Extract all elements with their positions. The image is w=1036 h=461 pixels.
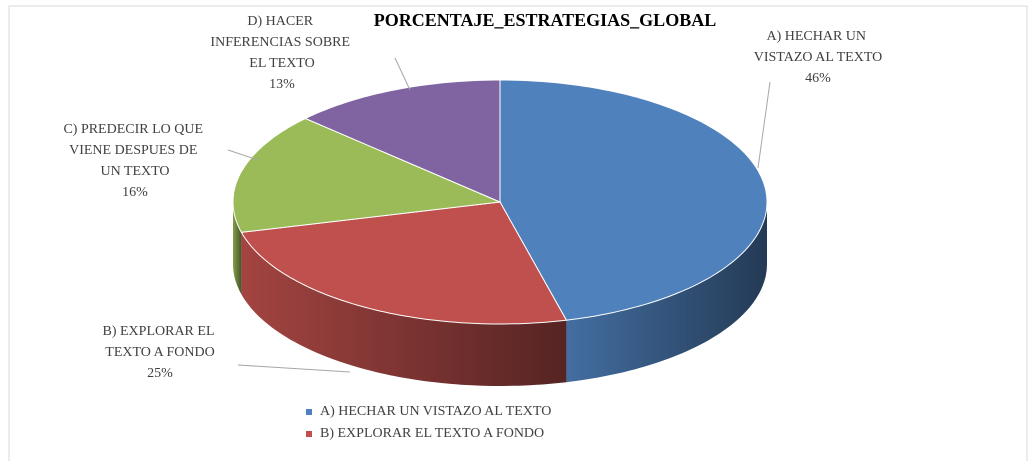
data-label-value: 25% [147, 366, 173, 381]
slice [240, 201, 568, 325]
data-label: D) HACER INFERENCIAS SOBRE EL TEXTO [210, 14, 353, 71]
data-label-value: 46% [805, 71, 831, 86]
legend-marker [306, 409, 312, 415]
slice [499, 79, 768, 321]
leader-line [394, 57, 411, 91]
slice-side [566, 202, 767, 383]
data-label-value: 16% [122, 185, 148, 200]
slice-side [241, 232, 567, 386]
slice [232, 117, 502, 233]
slice-side [233, 202, 242, 295]
slice [304, 79, 501, 203]
legend-marker [306, 431, 312, 437]
legend-label: B) EXPLORAR EL TEXTO A FONDO [320, 426, 544, 441]
data-label: B) EXPLORAR EL TEXTO A FONDO [103, 324, 218, 360]
leader-line [757, 81, 771, 169]
data-label-value: 13% [269, 77, 295, 92]
leader-line [237, 364, 351, 373]
leader-line [227, 149, 259, 161]
legend-label: A) HECHAR UN VISTAZO AL TEXTO [320, 404, 551, 419]
data-label: A) HECHAR UN VISTAZO AL TEXTO [754, 29, 883, 65]
chart-title: PORCENTAJE_ESTRATEGIAS_GLOBAL [374, 10, 716, 30]
data-label: C) PREDECIR LO QUE VIENE DESPUES DE UN T… [63, 122, 206, 179]
